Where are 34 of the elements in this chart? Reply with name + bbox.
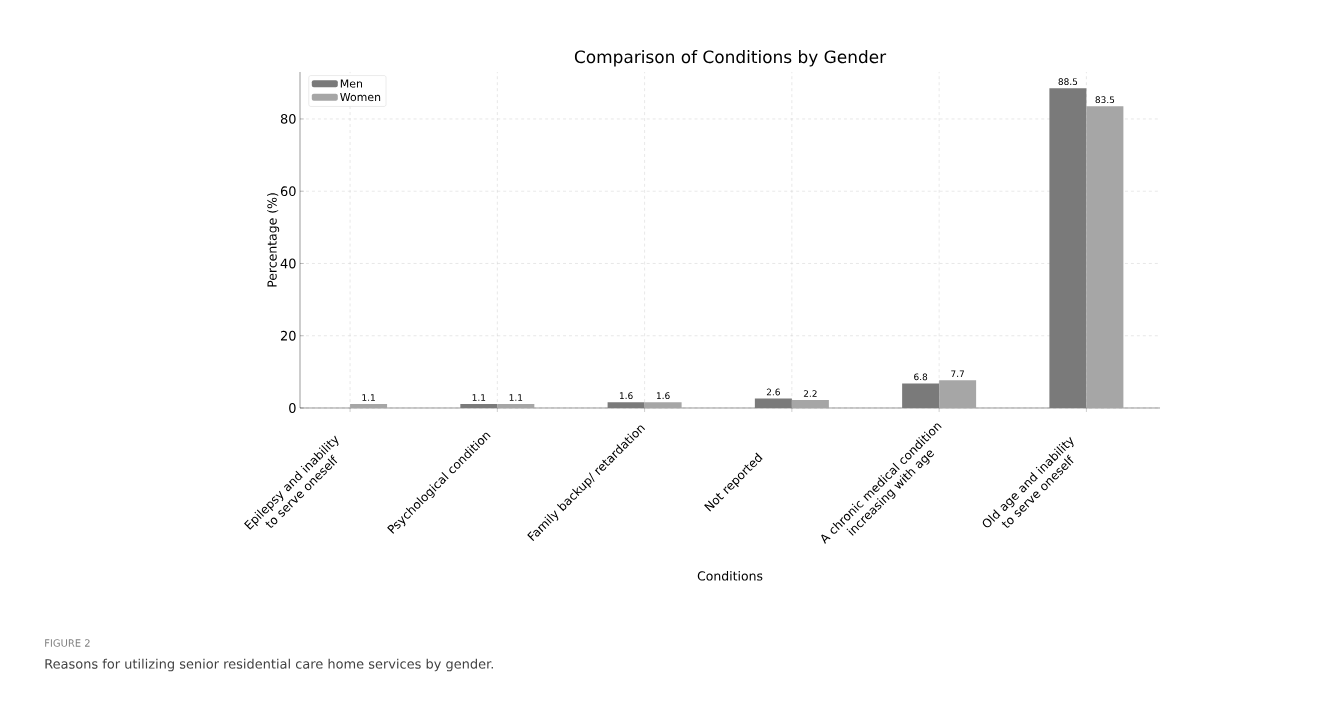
text: Reasons for utilizing senior residential care home services by gender. bbox=[45, 658, 493, 672]
bar bbox=[1086, 106, 1124, 408]
bar bbox=[607, 402, 645, 408]
data-label: 7.7 bbox=[951, 370, 964, 377]
chart-title: Comparison of Conditions by Gender bbox=[574, 50, 887, 67]
legend-label: Men bbox=[340, 79, 362, 88]
bar bbox=[1049, 88, 1087, 408]
bar bbox=[791, 400, 829, 408]
bar bbox=[939, 380, 977, 408]
y-tick-label: 60 bbox=[280, 186, 296, 197]
data-label: 1.1 bbox=[509, 394, 523, 401]
data-label: 6.8 bbox=[914, 373, 928, 381]
bar bbox=[350, 404, 388, 408]
data-label: 1.6 bbox=[619, 392, 633, 400]
data-label: 2.2 bbox=[803, 390, 817, 397]
y-tick-label: 0 bbox=[289, 403, 296, 413]
y-tick-label: 20 bbox=[280, 330, 296, 341]
y-tick-label: 80 bbox=[280, 114, 296, 124]
bar bbox=[497, 404, 535, 408]
bar bbox=[644, 402, 682, 408]
data-label: 1.6 bbox=[656, 392, 670, 400]
x-axis-title: Conditions bbox=[697, 570, 763, 581]
data-label: 1.1 bbox=[362, 394, 375, 401]
bar bbox=[902, 383, 940, 408]
bar bbox=[460, 404, 498, 408]
legend-label: Women bbox=[340, 93, 381, 102]
data-label: 88.5 bbox=[1058, 78, 1078, 86]
y-tick-label: 40 bbox=[280, 258, 296, 269]
caption: FIGURE 2 bbox=[45, 639, 90, 647]
data-label: 2.6 bbox=[766, 388, 780, 396]
y-axis-title: Percentage (%) bbox=[267, 193, 280, 287]
data-label: 1.1 bbox=[472, 394, 486, 401]
data-label: 83.5 bbox=[1095, 96, 1115, 104]
bar bbox=[754, 398, 792, 408]
